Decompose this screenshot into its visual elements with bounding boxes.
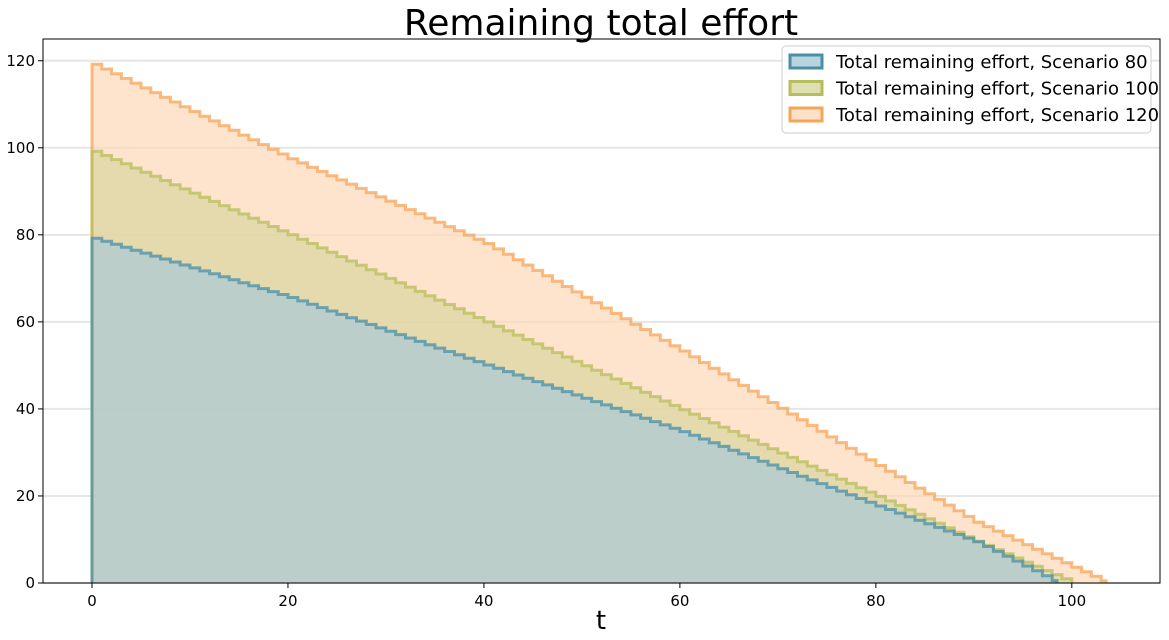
x-axis-label: t (596, 606, 606, 636)
y-tick-label: 20 (16, 487, 35, 505)
x-axis-ticks: 0 20 40 60 80 100 (87, 583, 1086, 610)
y-axis-ticks: 0 20 40 60 80 100 120 (6, 52, 43, 592)
y-tick-label: 100 (6, 139, 35, 157)
x-tick-label: 80 (866, 592, 885, 610)
y-tick-label: 40 (16, 400, 35, 418)
legend-swatch (788, 53, 824, 70)
y-tick-label: 60 (16, 313, 35, 331)
series-line-1 (90, 149, 1074, 583)
y-tick-label: 80 (16, 226, 35, 244)
y-tick-label: 120 (6, 52, 35, 70)
x-tick-label: 60 (670, 592, 689, 610)
x-tick-label: 40 (474, 592, 493, 610)
series-line-2 (90, 62, 1108, 583)
legend-label: Total remaining effort, Scenario 80 (835, 52, 1148, 73)
series-area-0 (92, 238, 1058, 584)
legend-box (781, 45, 1152, 134)
plot-frame (42, 38, 1161, 584)
chart-title: Remaining total effort (404, 3, 798, 44)
legend-swatch (788, 80, 824, 96)
x-tick-label: 0 (87, 592, 97, 610)
legend-label: Total remaining effort, Scenario 100 (835, 79, 1159, 100)
legend: Total remaining effort, Scenario 80 Total… (781, 45, 1159, 134)
series-line-0 (90, 236, 1059, 583)
series-lines (90, 62, 1108, 583)
legend-swatch (788, 106, 824, 123)
legend-label: Total remaining effort, Scenario 120 (835, 105, 1159, 126)
y-tick-label: 0 (25, 574, 35, 592)
x-tick-label: 100 (1057, 592, 1086, 610)
x-tick-label: 20 (278, 592, 297, 610)
